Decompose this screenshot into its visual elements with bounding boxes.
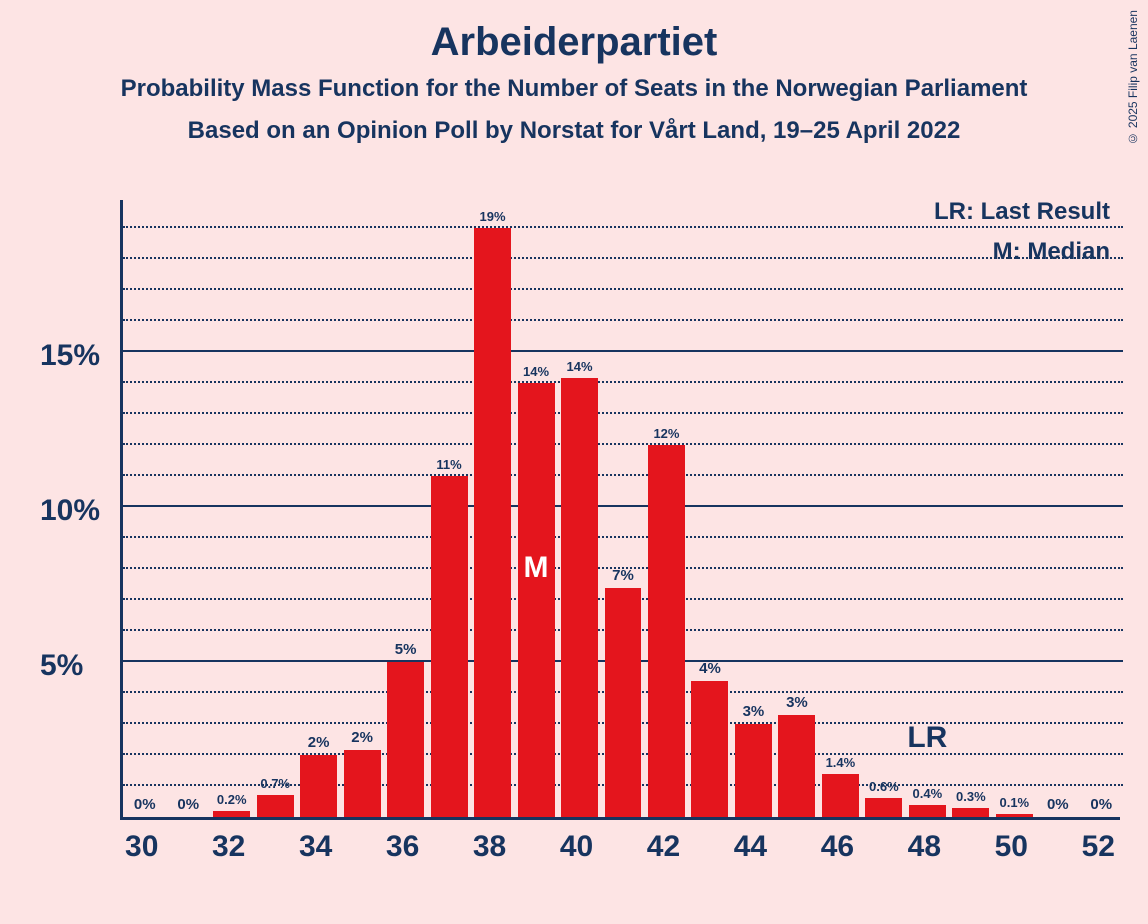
bar <box>865 798 902 817</box>
bar-value-label: 3% <box>743 703 765 720</box>
x-axis-tick-label: 40 <box>560 830 593 864</box>
copyright-text: © 2025 Filip van Laenen <box>1126 10 1140 145</box>
bar <box>300 755 337 817</box>
x-axis-tick-label: 34 <box>299 830 332 864</box>
bars-group <box>123 197 1123 817</box>
bar-value-label: 2% <box>351 729 373 746</box>
bar-value-label: 0% <box>1047 796 1069 813</box>
bar-value-label: 0.3% <box>956 789 986 804</box>
chart-title: Arbeiderpartiet <box>0 0 1148 65</box>
bar <box>952 808 989 817</box>
bar-value-label: 19% <box>480 209 506 224</box>
bar-value-label: 14% <box>523 364 549 379</box>
x-axis-tick-label: 44 <box>734 830 767 864</box>
bar-value-label: 11% <box>436 457 461 472</box>
chart-subtitle-1: Probability Mass Function for the Number… <box>0 75 1148 103</box>
bar <box>474 228 511 817</box>
x-axis-tick-label: 52 <box>1082 830 1115 864</box>
y-axis-tick-label: 10% <box>40 494 100 528</box>
chart-container: © 2025 Filip van Laenen Arbeiderpartiet … <box>0 0 1148 924</box>
x-axis-tick-label: 38 <box>473 830 506 864</box>
bar <box>431 476 468 817</box>
bar <box>387 662 424 817</box>
bar <box>735 724 772 817</box>
bar-value-label: 5% <box>395 641 417 658</box>
last-result-marker: LR <box>907 721 947 755</box>
bar-value-label: 4% <box>699 660 721 677</box>
bar <box>213 811 250 817</box>
bar-value-label: 3% <box>786 694 808 711</box>
bar-value-label: 0.4% <box>913 786 943 801</box>
bar-value-label: 12% <box>653 426 679 441</box>
bar <box>257 795 294 817</box>
x-axis-tick-label: 30 <box>125 830 158 864</box>
bar <box>691 681 728 817</box>
x-axis-tick-label: 46 <box>821 830 854 864</box>
bar <box>648 445 685 817</box>
x-axis-tick-label: 42 <box>647 830 680 864</box>
x-axis-tick-label: 48 <box>908 830 941 864</box>
bar-value-label: 2% <box>308 734 330 751</box>
x-axis-tick-label: 36 <box>386 830 419 864</box>
bar <box>561 378 598 817</box>
bar-value-label: 0% <box>134 796 156 813</box>
bar <box>909 805 946 817</box>
chart-subtitle-2: Based on an Opinion Poll by Norstat for … <box>0 117 1148 145</box>
bar-value-label: 0.2% <box>217 792 247 807</box>
chart-plot: 0% 0% 0.2% 0.7% 2% 2% 5% 11% 19% 14% 14% 7% 12% 4% 3% 3… <box>120 200 1120 820</box>
plot-area: 0% 0% 0.2% 0.7% 2% 2% 5% 11% 19% 14% 14% 7% 12% 4% 3% 3… <box>120 200 1120 820</box>
bar-value-label: 0.7% <box>260 776 290 791</box>
x-axis-tick-label: 32 <box>212 830 245 864</box>
legend-median: M: Median <box>993 238 1110 266</box>
bar-value-label: 1.4% <box>826 755 856 770</box>
bar-value-label: 0.1% <box>999 795 1029 810</box>
bar-value-label: 14% <box>567 359 593 374</box>
bar-value-label: 7% <box>612 567 634 584</box>
bar-value-label: 0% <box>177 796 199 813</box>
bar <box>344 750 381 817</box>
bar <box>822 774 859 817</box>
y-axis-tick-label: 15% <box>40 339 100 373</box>
legend-last-result: LR: Last Result <box>934 198 1110 226</box>
bar <box>518 383 555 817</box>
median-marker: M <box>524 551 549 585</box>
x-axis-tick-label: 50 <box>995 830 1028 864</box>
bar <box>605 588 642 817</box>
bar <box>996 814 1033 817</box>
bar-value-label: 0.6% <box>869 779 899 794</box>
bar-value-label: 0% <box>1090 796 1112 813</box>
bar <box>778 715 815 817</box>
y-axis-tick-label: 5% <box>40 649 83 683</box>
